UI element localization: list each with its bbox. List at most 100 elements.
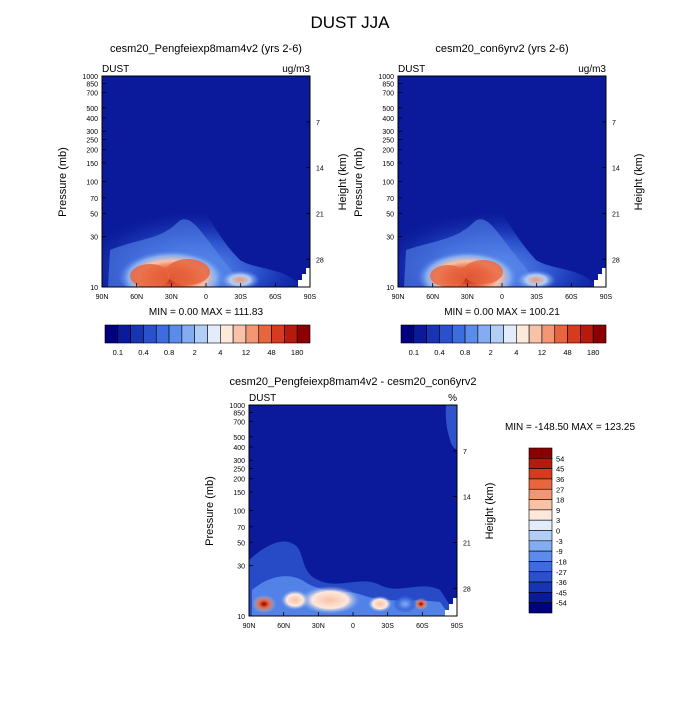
panel-b-left-label: DUST	[398, 64, 425, 75]
panel-a-axes: 1030507010015020025030040050070085010002…	[82, 74, 323, 301]
colorbar-swatch	[503, 324, 517, 344]
colorbar-swatch	[528, 324, 543, 344]
panel-b-core-3	[463, 260, 503, 284]
colorbar-label: 9	[556, 506, 560, 515]
panel-c-axes: 1030507010015020025030040050070085010002…	[229, 403, 470, 630]
xtick-label: 60N	[130, 294, 143, 301]
colorbar-swatch	[528, 571, 553, 583]
colorbar-swatch	[490, 324, 504, 344]
colorbar-label: 36	[556, 475, 564, 484]
colorbar-label: 180	[291, 348, 304, 357]
ytick-right-label: 21	[463, 540, 471, 547]
colorbar-label: -9	[556, 547, 563, 556]
panel-b-terrain	[594, 268, 606, 287]
ytick-right-label: 28	[463, 586, 471, 593]
xtick-label: 60N	[426, 294, 439, 301]
ytick-label: 500	[233, 435, 245, 442]
colorbar-swatch	[528, 530, 553, 542]
panel-a-ylabel: Pressure (mb)	[57, 147, 69, 217]
ytick-label: 10	[237, 614, 245, 621]
colorbar-swatch	[296, 324, 311, 344]
panel-c-red-1	[252, 595, 276, 613]
figure-title: DUST JJA	[310, 13, 390, 32]
panel-c-pos-2	[281, 590, 309, 610]
panel-c-pos-1	[300, 586, 360, 614]
ytick-label: 30	[90, 235, 98, 242]
ytick-label: 400	[382, 116, 394, 123]
panel-a-south-blob	[220, 270, 260, 287]
ytick-label: 700	[382, 90, 394, 97]
colorbar-swatch	[143, 324, 157, 344]
xtick-label: 90N	[96, 294, 109, 301]
panel-b-colorbar: 0.1 0.4 0.8 2 4 12 48 180	[400, 324, 607, 357]
xtick-label: 30S	[381, 623, 394, 630]
colorbar-swatch	[528, 458, 553, 469]
xtick-label: 90S	[600, 294, 613, 301]
ytick-right-label: 14	[463, 495, 471, 502]
colorbar-swatch	[528, 519, 553, 531]
panel-b-right-label: ug/m3	[578, 64, 606, 75]
colorbar-label: -45	[556, 588, 567, 597]
ytick-label: 150	[382, 161, 394, 168]
colorbar-swatch	[168, 324, 183, 344]
colorbar-swatch	[439, 324, 453, 344]
panel-a-right-label: ug/m3	[282, 64, 310, 75]
xtick-label: 60N	[277, 623, 290, 630]
colorbar-swatch	[130, 324, 144, 344]
ytick-label: 100	[86, 180, 98, 187]
colorbar-label: -54	[556, 599, 567, 608]
ytick-label: 300	[86, 129, 98, 136]
ytick-label: 10	[90, 285, 98, 292]
ytick-right-label: 7	[612, 120, 616, 127]
ytick-label: 300	[233, 458, 245, 465]
xtick-label: 60S	[269, 294, 282, 301]
colorbar-label: 48	[563, 348, 571, 357]
colorbar-swatch	[528, 550, 553, 562]
colorbar-swatch	[181, 324, 195, 344]
colorbar-label: 0.4	[138, 348, 148, 357]
ytick-right-label: 21	[316, 211, 324, 218]
ytick-label: 850	[86, 81, 98, 88]
colorbar-swatch	[528, 602, 553, 614]
panel-b-core-2	[430, 265, 466, 287]
colorbar-label: 4	[218, 348, 222, 357]
colorbar-swatch	[528, 468, 553, 480]
ytick-label: 200	[233, 477, 245, 484]
xtick-label: 0	[500, 294, 504, 301]
ytick-label: 70	[386, 196, 394, 203]
colorbar-label: 18	[556, 496, 564, 505]
colorbar-swatch	[284, 324, 298, 344]
panel-a-core-3	[166, 259, 210, 285]
ytick-label: 100	[382, 180, 394, 187]
ytick-label: 250	[233, 467, 245, 474]
panel-c-terrain	[445, 598, 457, 616]
xtick-label: 90N	[243, 623, 256, 630]
panel-b-title: cesm20_con6yrv2 (yrs 2-6)	[435, 43, 568, 55]
panel-a: cesm20_Pengfeiexp8mam4v2 (yrs 2-6) DUST …	[57, 43, 349, 357]
ytick-label: 1000	[378, 74, 394, 81]
ytick-label: 70	[90, 196, 98, 203]
colorbar-swatch	[464, 324, 479, 344]
panel-c-right-label: %	[448, 393, 457, 404]
colorbar-swatch	[541, 324, 556, 344]
panel-a-colorbar: 0.1 0.4 0.8 2 4 12 48 180	[104, 324, 311, 357]
xtick-label: 30N	[461, 294, 474, 301]
colorbar-label: 45	[556, 465, 564, 474]
panel-c: cesm20_Pengfeiexp8mam4v2 - cesm20_con6yr…	[204, 376, 635, 630]
ytick-label: 50	[386, 211, 394, 218]
colorbar-swatch	[528, 447, 553, 459]
colorbar-swatch	[477, 324, 491, 344]
colorbar-label: -3	[556, 537, 563, 546]
colorbar-label: 12	[242, 348, 250, 357]
xtick-label: 0	[204, 294, 208, 301]
panel-a-ylabel-right: Height (km)	[337, 154, 349, 211]
colorbar-swatch	[413, 324, 427, 344]
panel-c-stats: MIN = -148.50 MAX = 123.25	[505, 422, 636, 433]
ytick-right-label: 7	[316, 120, 320, 127]
colorbar-swatch	[528, 509, 553, 521]
ytick-label: 500	[382, 106, 394, 113]
colorbar-label: 2	[193, 348, 197, 357]
colorbar-label: 0.4	[434, 348, 444, 357]
colorbar-swatch	[554, 324, 568, 344]
